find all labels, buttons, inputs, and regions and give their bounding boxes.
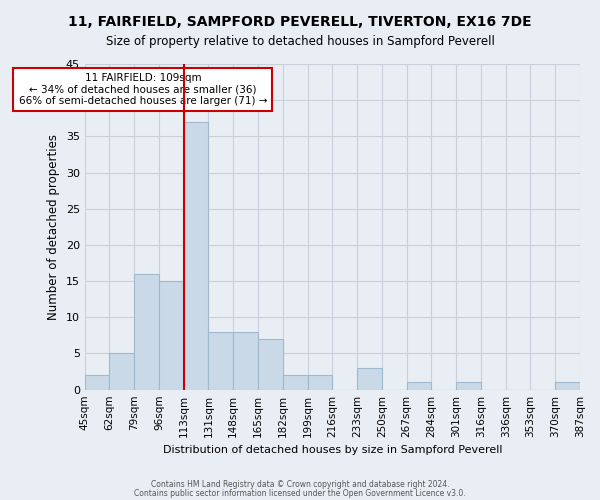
Bar	[109, 354, 134, 390]
Text: Contains public sector information licensed under the Open Government Licence v3: Contains public sector information licen…	[134, 488, 466, 498]
Bar	[357, 368, 382, 390]
X-axis label: Distribution of detached houses by size in Sampford Peverell: Distribution of detached houses by size …	[163, 445, 502, 455]
Bar	[85, 375, 109, 390]
Bar	[258, 339, 283, 390]
Bar	[184, 122, 208, 390]
Bar	[555, 382, 580, 390]
Text: Size of property relative to detached houses in Sampford Peverell: Size of property relative to detached ho…	[106, 35, 494, 48]
Bar	[233, 332, 258, 390]
Y-axis label: Number of detached properties: Number of detached properties	[47, 134, 60, 320]
Text: 11, FAIRFIELD, SAMPFORD PEVERELL, TIVERTON, EX16 7DE: 11, FAIRFIELD, SAMPFORD PEVERELL, TIVERT…	[68, 15, 532, 29]
Bar	[159, 281, 184, 390]
Bar	[308, 375, 332, 390]
Bar	[208, 332, 233, 390]
Bar	[456, 382, 481, 390]
Text: 11 FAIRFIELD: 109sqm
← 34% of detached houses are smaller (36)
66% of semi-detac: 11 FAIRFIELD: 109sqm ← 34% of detached h…	[19, 72, 267, 106]
Bar	[407, 382, 431, 390]
Bar	[283, 375, 308, 390]
Text: Contains HM Land Registry data © Crown copyright and database right 2024.: Contains HM Land Registry data © Crown c…	[151, 480, 449, 489]
Bar	[134, 274, 159, 390]
